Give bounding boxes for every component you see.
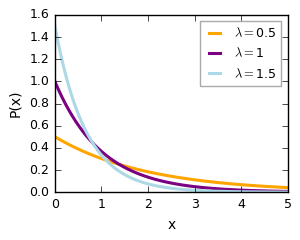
Line: $\lambda = $1.5: $\lambda = $1.5	[55, 26, 288, 192]
$\lambda = $1.5	[213, 190, 217, 193]
X-axis label: x: x	[167, 218, 176, 232]
$\lambda = $0.5	[147, 171, 151, 174]
$\lambda = $0.5	[286, 186, 290, 189]
$\lambda = $1.5	[156, 185, 159, 187]
Line: $\lambda = $1: $\lambda = $1	[55, 81, 288, 192]
$\lambda = $0.5	[77, 148, 80, 151]
$\lambda = $1	[213, 187, 217, 190]
$\lambda = $1	[77, 124, 80, 127]
$\lambda = $0.5	[156, 172, 159, 175]
$\lambda = $1	[286, 190, 290, 193]
$\lambda = $0.5	[239, 183, 242, 186]
Y-axis label: P(x): P(x)	[8, 90, 22, 117]
$\lambda = $1.5	[77, 114, 80, 116]
$\lambda = $1.5	[286, 191, 290, 193]
Legend: $\lambda = $0.5, $\lambda = $1, $\lambda = $1.5: $\lambda = $0.5, $\lambda = $1, $\lambda…	[200, 21, 281, 86]
$\lambda = $1	[235, 188, 238, 191]
Line: $\lambda = $0.5: $\lambda = $0.5	[55, 137, 288, 188]
$\lambda = $0.5	[53, 135, 57, 138]
$\lambda = $0.5	[213, 181, 217, 184]
$\lambda = $1	[156, 179, 159, 181]
$\lambda = $1	[239, 189, 242, 192]
$\lambda = $1.5	[53, 24, 57, 27]
$\lambda = $1.5	[239, 190, 242, 193]
$\lambda = $1	[147, 176, 151, 179]
$\lambda = $1	[53, 80, 57, 83]
$\lambda = $1.5	[147, 183, 151, 186]
$\lambda = $0.5	[235, 183, 238, 186]
$\lambda = $1.5	[235, 190, 238, 193]
